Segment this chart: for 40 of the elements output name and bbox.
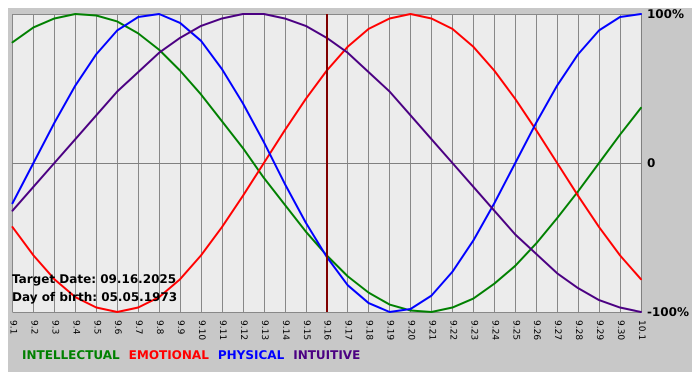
x-tick-label: 9.15: [300, 320, 311, 340]
x-tick-label: 9.10: [196, 320, 206, 340]
x-tick-label: 10.1: [636, 320, 646, 340]
x-tick-label: 9.1: [8, 320, 18, 334]
x-tick-label: 9.2: [28, 320, 38, 334]
x-tick-label: 9.12: [238, 320, 248, 340]
x-tick-label: 9.25: [510, 320, 520, 340]
x-tick-label: 9.19: [384, 320, 395, 340]
x-tick-label: 9.5: [91, 320, 102, 334]
x-tick-label: 9.26: [531, 320, 542, 340]
x-tick-label: 9.21: [426, 320, 436, 340]
x-tick-label: 9.23: [468, 320, 478, 340]
text: INTUITIVE: [293, 348, 360, 362]
text: PHYSICAL: [218, 348, 285, 362]
x-tick-label: 9.7: [133, 320, 144, 334]
x-tick-label: 9.9: [175, 320, 186, 335]
x-tick-label: 9.22: [447, 320, 458, 340]
x-tick-label: 9.14: [280, 320, 290, 340]
x-tick-label: 9.28: [573, 320, 584, 340]
x-tick-label: 9.6: [112, 320, 122, 335]
x-tick-label: 9.11: [216, 320, 227, 340]
x-tick-label: 9.27: [552, 320, 562, 340]
text: INTELLECTUAL: [22, 348, 120, 362]
x-tick-label: 9.29: [594, 320, 604, 340]
x-tick-label: 9.4: [70, 320, 80, 335]
y-tick-label: 100%: [646, 7, 684, 21]
x-tick-label: 9.20: [406, 320, 416, 340]
x-tick-label: 9.8: [154, 320, 164, 335]
line-series: [12, 13, 642, 313]
x-tick-label: 9.3: [49, 320, 60, 334]
x-tick-label: 9.13: [258, 320, 269, 340]
x-tick-label: 9.24: [489, 320, 500, 340]
x-tick-label: 9.18: [364, 320, 374, 340]
y-tick-label: 0: [646, 156, 656, 170]
y-tick-label: -100%: [646, 305, 690, 319]
text: EMOTIONAL: [128, 348, 210, 362]
annotation: Target Date: 09.16.2025: [12, 272, 176, 286]
x-tick-label: 9.16: [322, 320, 332, 340]
x-tick-label: 9.17: [342, 320, 353, 340]
x-tick-label: 9.30: [615, 320, 625, 340]
